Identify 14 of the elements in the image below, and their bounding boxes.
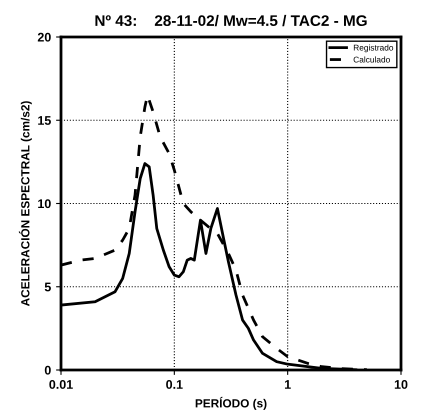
y-tick-label: 0 [44,366,51,375]
y-tick-label: 5 [44,282,51,292]
y-tick-label: 15 [38,116,51,125]
x-tick-label: 1 [284,380,291,389]
legend-label: Registrado [354,44,394,52]
x-axis-title: PERÍODO (s) [196,396,266,410]
legend-label: Calculado [354,56,390,63]
x-tick-label: 0.01 [49,380,73,389]
x-tick-label: 10 [394,380,408,389]
y-tick-label: 10 [38,199,51,208]
y-axis-title: ACELERACIÓN ESPECTRAL (cm/s2) [18,101,32,306]
y-tick-label: 20 [38,32,51,42]
chart-title: Nº 43: 28-11-02/ Mw=4.5 / TAC2 - MG [95,14,367,26]
x-tick-label: 0.1 [166,380,183,389]
